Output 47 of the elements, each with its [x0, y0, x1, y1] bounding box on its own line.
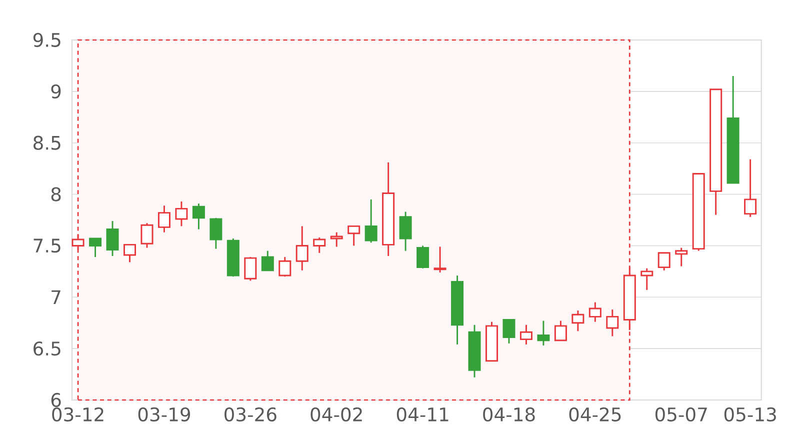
- y-tick-label: 9.5: [33, 32, 60, 48]
- candlestick: [210, 217, 222, 250]
- x-tick-label: 05-13: [724, 407, 776, 422]
- x-tick-label: 03-19: [138, 407, 190, 422]
- candlestick: [502, 319, 516, 344]
- candlestick: [348, 225, 360, 246]
- candlestick: [554, 320, 567, 342]
- candlestick: [106, 220, 119, 257]
- candlestick: [192, 202, 205, 230]
- candlestick: [675, 247, 688, 268]
- candlestick: [537, 320, 550, 346]
- candlestick: [261, 250, 274, 272]
- candlestick: [658, 252, 670, 272]
- candlestick: [175, 200, 188, 227]
- y-tick-label: 6: [51, 392, 61, 408]
- candlestick: [606, 308, 619, 337]
- y-tick-label: 9: [51, 84, 61, 98]
- y-tick-label: 8.5: [34, 136, 60, 150]
- candlestick: [416, 244, 430, 270]
- candlestick: [89, 238, 102, 258]
- x-tick-label: 04-02: [310, 407, 362, 422]
- y-tick-label: 7: [52, 290, 60, 304]
- candlestick: [296, 225, 308, 272]
- x-tick-label: 04-11: [396, 407, 448, 422]
- candlestick: [434, 246, 446, 274]
- y-tick-label: 6.5: [34, 342, 60, 356]
- candlestick: [313, 236, 326, 254]
- candlestick: [140, 222, 154, 249]
- x-tick-label: 04-18: [483, 407, 535, 422]
- x-tick-label: 03-12: [52, 407, 104, 422]
- x-tick-label: 04-25: [569, 407, 621, 422]
- candlestick: [123, 244, 136, 263]
- candlestick: [278, 256, 292, 278]
- y-tick-label: 7.5: [34, 238, 60, 253]
- candlestick: [572, 310, 584, 332]
- y-tick-label: 8: [51, 187, 61, 202]
- x-tick-label: 03-26: [224, 407, 276, 422]
- candlestick: [520, 324, 532, 346]
- candlestick: [640, 268, 654, 291]
- candlestick: [399, 211, 412, 252]
- candlestick: [364, 198, 378, 244]
- candlestick: [158, 204, 170, 234]
- candlestick: [244, 256, 257, 282]
- x-tick-label: 05-07: [655, 407, 707, 422]
- candlestick: [744, 158, 757, 218]
- candlestick: [330, 232, 343, 248]
- candlestick: [588, 302, 602, 323]
